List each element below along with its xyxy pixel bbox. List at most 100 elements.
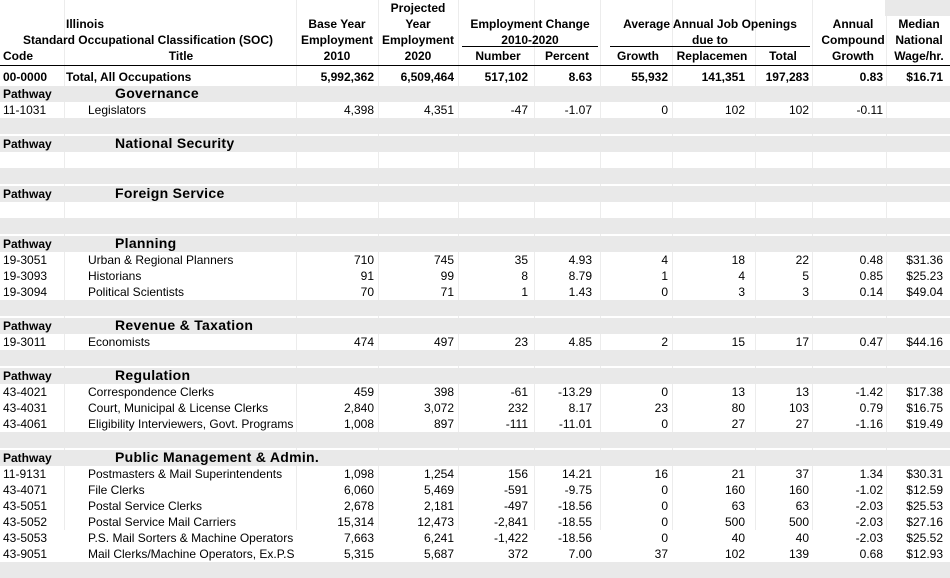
table-row-title: Historians [88,269,142,283]
table-row-pct: -11.01 [558,417,592,431]
table-row-pct: -18.55 [557,515,592,529]
total-row-proj: 6,509,464 [400,70,454,84]
table-row-total: 3 [802,285,809,299]
table-row-code: 43-5051 [3,499,48,513]
table-row-cagr: -0.11 [856,103,883,117]
pathway-band [0,368,950,384]
gridline [600,0,601,530]
header-code: Code [3,49,33,63]
table-row-total: 17 [795,335,809,349]
total-row-wage: $16.71 [906,70,943,84]
table-row-code: 19-3051 [3,253,48,267]
table-row-code: 11-9131 [3,467,47,481]
table-row-num: 35 [514,253,528,267]
table-row-base: 2,678 [343,499,374,513]
header-projected: Projected [390,1,446,15]
table-row-code: 43-4071 [3,483,48,497]
header-due-to: due to [610,33,810,47]
table-row-proj: 897 [433,417,454,431]
total-row-pct: 8.63 [568,70,592,84]
table-row-cagr: -1.02 [855,483,883,497]
table-row-growth: 0 [661,515,668,529]
spacer-band [0,118,950,134]
pathway-label: Pathway [3,237,52,251]
header-median: Median [898,17,940,31]
pathway-name: Governance [115,85,199,101]
total-row-growth: 55,932 [631,70,668,84]
total-row-repl: 141,351 [701,70,745,84]
table-row-repl: 18 [731,253,745,267]
table-row-base: 2,840 [343,401,374,415]
table-row-num: -47 [510,103,528,117]
header-average-openings: Average Annual Job Openings [623,17,797,31]
table-row-growth: 1 [661,269,668,283]
table-row-code: 43-4061 [3,417,48,431]
table-row-base: 7,663 [343,531,374,545]
header-soc-title: Standard Occupational Classification (SO… [22,33,274,47]
pathway-label: Pathway [3,319,52,333]
table-row-growth: 0 [661,285,668,299]
table-row-cagr: 0.48 [859,253,883,267]
table-row-base: 710 [353,253,374,267]
table-row-proj: 2,181 [423,499,454,513]
header-national: National [895,33,943,47]
table-row-repl: 80 [731,401,745,415]
table-row-repl: 21 [731,467,745,481]
table-row-total: 500 [788,515,809,529]
table-row-growth: 16 [654,467,668,481]
table-row-proj: 497 [433,335,454,349]
table-row-repl: 27 [731,417,745,431]
table-row-wage: $12.59 [906,483,943,497]
table-row-code: 43-5053 [3,531,48,545]
table-row-total: 27 [795,417,809,431]
table-row-repl: 13 [731,385,745,399]
table-row-total: 37 [795,467,809,481]
header-base-year: Base Year [308,17,366,31]
table-row-cagr: -1.16 [855,417,883,431]
pathway-name: Public Management & Admin. [115,449,320,465]
header-state: Illinois [66,17,105,31]
table-row-base: 459 [353,385,374,399]
table-row-num: -111 [505,417,528,431]
table-row-title: Mail Clerks/Machine Operators, Ex.P.S [88,547,295,561]
gridline [886,0,887,530]
spacer-band [0,218,950,234]
header-band [885,0,950,16]
table-row-proj: 12,473 [417,515,454,529]
gridline [458,0,459,530]
header-compound-growth: Growth [832,49,874,63]
table-row-code: 43-9051 [3,547,48,561]
header-title: Title [168,49,194,63]
table-row-num: -61 [510,385,528,399]
spacer-band [0,300,950,316]
table-row-total: 63 [795,499,809,513]
table-row-pct: -9.75 [564,483,592,497]
table-row-wage: $17.38 [906,385,943,399]
table-row-total: 103 [788,401,809,415]
table-row-wage: $49.04 [906,285,943,299]
total-row-total: 197,283 [765,70,809,84]
table-row-cagr: 0.47 [859,335,883,349]
table-row-growth: 0 [661,385,668,399]
gridline [378,0,379,530]
pathway-band [0,86,950,102]
total-row-base: 5,992,362 [320,70,374,84]
table-row-growth: 0 [661,417,668,431]
gridline [534,0,535,530]
pathway-label: Pathway [3,369,52,383]
table-row-base: 1,098 [343,467,374,481]
pathway-band [0,450,950,466]
table-row-repl: 3 [738,285,745,299]
table-row-title: Economists [88,335,151,349]
table-row-num: -591 [503,483,528,497]
pathway-name: Foreign Service [115,185,225,201]
table-row-growth: 0 [661,499,668,513]
table-row-num: 156 [507,467,528,481]
header-percent: Percent [544,49,590,63]
gridline [296,0,297,530]
pathway-band [0,318,950,334]
header-number: Number [475,49,521,63]
header-employment: Employment [300,33,373,47]
table-row-cagr: -2.03 [855,515,883,529]
spacer-band [0,432,950,448]
